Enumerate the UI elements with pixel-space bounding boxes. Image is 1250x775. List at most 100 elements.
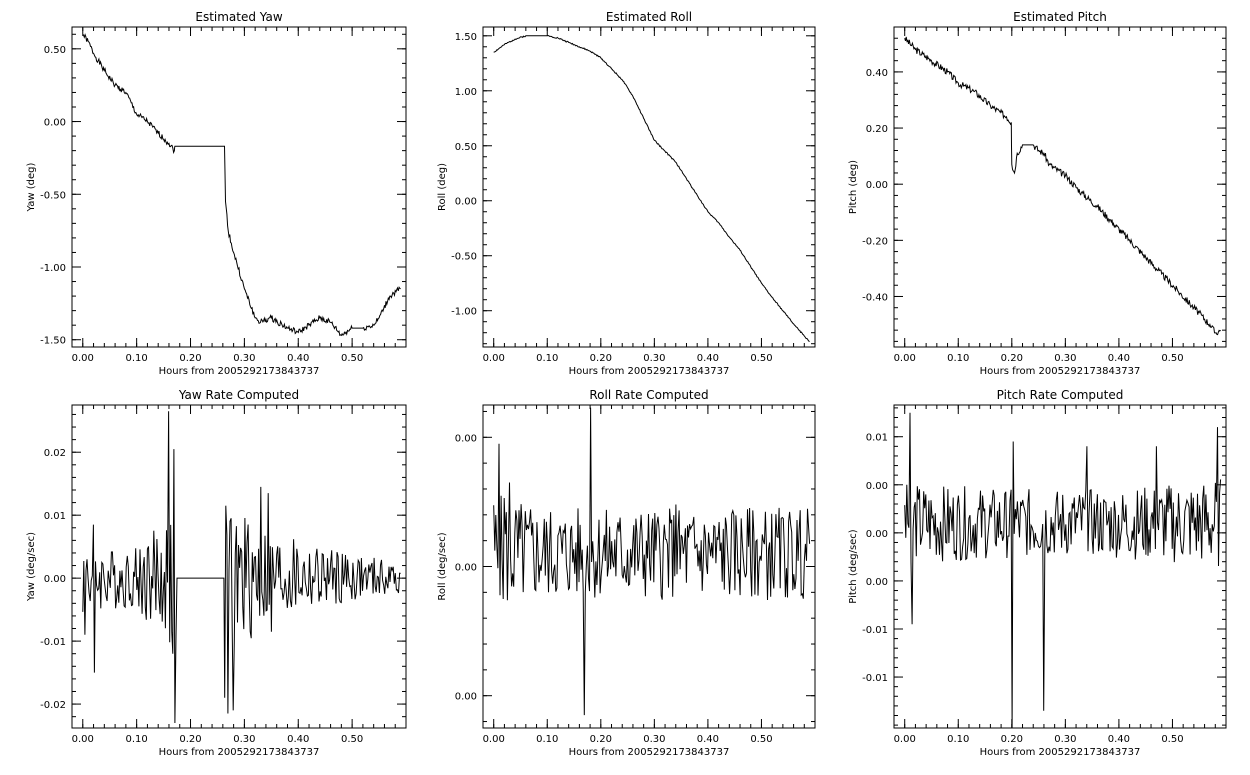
- roll-plot-frame: [482, 26, 816, 348]
- roll-series-line: [493, 34, 810, 342]
- pitch-x-tick-label: 0.00: [894, 353, 916, 364]
- roll-panel: 0.00 0.10 0.20 0.30 0.40 0.50 1.50 1.00 0.50 0.00…: [437, 10, 816, 377]
- pitch-rate-plot-frame: [893, 404, 1227, 729]
- yaw-rate-x-tick-label: 0.20: [179, 734, 201, 745]
- roll-x-tick-label: 0.40: [697, 353, 719, 364]
- roll-rate-series-line: [493, 407, 811, 716]
- yaw-series-line: [82, 33, 401, 337]
- yaw-y-tick-label: -1.50: [40, 336, 66, 347]
- roll-rate-y-tick-label: 0.00: [455, 563, 477, 574]
- roll-x-axis-label: Hours from 2005292173843737: [569, 366, 730, 377]
- pitch-plot-frame: [893, 26, 1227, 348]
- pitch-x-tick-label: 0.50: [1161, 353, 1183, 364]
- roll-rate-chart-title: Roll Rate Computed: [589, 388, 708, 402]
- roll-y-tick-label: 1.00: [455, 87, 477, 98]
- roll-y-tick-label: -1.00: [451, 307, 477, 318]
- pitch-rate-y-tick-label: -0.01: [862, 625, 888, 636]
- pitch-rate-y-tick-label: -0.01: [862, 673, 888, 684]
- yaw-y-tick-label: -1.00: [40, 263, 66, 274]
- roll-chart-title: Estimated Roll: [606, 10, 692, 24]
- pitch-rate-y-tick-label: 0.00: [866, 481, 888, 492]
- roll-x-tick-label: 0.30: [643, 353, 665, 364]
- yaw-rate-x-tick-label: 0.40: [287, 734, 309, 745]
- yaw-rate-x-tick-label: 0.50: [341, 734, 363, 745]
- pitch-x-tick-label: 0.10: [947, 353, 969, 364]
- yaw-rate-x-tick-label: 0.30: [233, 734, 255, 745]
- roll-x-tick-label: 0.20: [590, 353, 612, 364]
- pitch-rate-x-tick-label: 0.10: [947, 734, 969, 745]
- yaw-plot-frame: [71, 26, 407, 348]
- pitch-rate-x-tick-label: 0.50: [1161, 734, 1183, 745]
- roll-y-tick-label: 0.50: [455, 142, 477, 153]
- yaw-x-tick-label: 0.40: [287, 353, 309, 364]
- yaw-x-tick-label: 0.50: [341, 353, 363, 364]
- roll-rate-y-tick-label: 0.00: [455, 692, 477, 703]
- pitch-rate-y-tick-label: 0.00: [866, 529, 888, 540]
- roll-rate-x-tick-label: 0.10: [536, 734, 558, 745]
- yaw-x-tick-label: 0.30: [233, 353, 255, 364]
- pitch-x-axis-label: Hours from 2005292173843737: [980, 366, 1141, 377]
- yaw-rate-x-tick-label: 0.00: [72, 734, 94, 745]
- roll-x-tick-label: 0.10: [536, 353, 558, 364]
- pitch-rate-x-tick-label: 0.40: [1108, 734, 1130, 745]
- roll-rate-x-tick-label: 0.20: [590, 734, 612, 745]
- yaw-y-axis-label: Yaw (deg): [26, 162, 37, 212]
- pitch-y-tick-label: 0.00: [866, 180, 888, 191]
- yaw-rate-series-line: [82, 411, 401, 724]
- yaw-chart-title: Estimated Yaw: [195, 10, 282, 24]
- roll-rate-y-tick-label: 0.00: [455, 433, 477, 444]
- roll-rate-plot-frame: [482, 404, 816, 729]
- roll-rate-x-tick-label: 0.40: [697, 734, 719, 745]
- yaw-rate-x-tick-label: 0.10: [126, 734, 148, 745]
- pitch-rate-y-axis-label: Pitch (deg/sec): [848, 529, 859, 604]
- roll-rate-x-tick-label: 0.00: [483, 734, 505, 745]
- roll-rate-x-tick-label: 0.30: [643, 734, 665, 745]
- roll-y-tick-label: -0.50: [451, 252, 477, 263]
- yaw-x-tick-label: 0.20: [179, 353, 201, 364]
- pitch-rate-x-tick-label: 0.30: [1054, 734, 1076, 745]
- pitch-x-tick-label: 0.30: [1054, 353, 1076, 364]
- yaw-x-axis-label: Hours from 2005292173843737: [159, 366, 320, 377]
- yaw-y-tick-label: 0.00: [44, 118, 66, 129]
- yaw-panel: 0.00 0.10 0.20 0.30 0.40 0.50 0.50 0.00 -0.50 -1.…: [26, 10, 407, 377]
- roll-y-tick-label: 1.50: [455, 32, 477, 43]
- pitch-rate-x-tick-label: 0.00: [894, 734, 916, 745]
- yaw-rate-y-tick-label: 0.02: [44, 448, 66, 459]
- pitch-panel: 0.00 0.10 0.20 0.30 0.40 0.50 0.40 0.20 0.00 -0.2…: [848, 10, 1227, 377]
- pitch-chart-title: Estimated Pitch: [1013, 10, 1107, 24]
- pitch-rate-x-tick-label: 0.20: [1001, 734, 1023, 745]
- yaw-y-tick-label: -0.50: [40, 190, 66, 201]
- pitch-x-tick-label: 0.40: [1108, 353, 1130, 364]
- yaw-rate-y-tick-label: -0.01: [40, 637, 66, 648]
- yaw-y-tick-label: 0.50: [44, 45, 66, 56]
- yaw-rate-chart-title: Yaw Rate Computed: [178, 388, 299, 402]
- pitch-rate-y-tick-label: 0.01: [866, 433, 888, 444]
- yaw-rate-y-tick-label: 0.00: [44, 574, 66, 585]
- yaw-rate-plot-frame: [71, 404, 407, 729]
- roll-y-tick-label: 0.00: [455, 197, 477, 208]
- yaw-rate-y-tick-label: -0.02: [40, 700, 66, 711]
- pitch-y-tick-label: 0.20: [866, 124, 888, 135]
- pitch-y-axis-label: Pitch (deg): [848, 160, 859, 214]
- pitch-y-tick-label: -0.20: [862, 236, 888, 247]
- pitch-series-line: [904, 36, 1221, 336]
- pitch-rate-panel: 0.00 0.10 0.20 0.30 0.40 0.50 0.01 0.00 0.00 0.00…: [848, 388, 1227, 758]
- roll-x-tick-label: 0.50: [750, 353, 772, 364]
- roll-rate-panel: 0.00 0.10 0.20 0.30 0.40 0.50 0.00 0.00 0.00 Roll…: [437, 388, 816, 758]
- pitch-rate-series-line: [904, 412, 1222, 729]
- pitch-y-tick-label: 0.40: [866, 68, 888, 79]
- yaw-rate-y-axis-label: Yaw (deg/sec): [26, 532, 37, 602]
- yaw-rate-y-tick-label: 0.01: [44, 511, 66, 522]
- roll-x-tick-label: 0.00: [483, 353, 505, 364]
- yaw-rate-x-axis-label: Hours from 2005292173843737: [159, 747, 320, 758]
- pitch-rate-y-tick-label: 0.00: [866, 577, 888, 588]
- roll-y-axis-label: Roll (deg): [437, 163, 448, 211]
- pitch-y-tick-label: -0.40: [862, 292, 888, 303]
- yaw-x-tick-label: 0.10: [126, 353, 148, 364]
- pitch-rate-chart-title: Pitch Rate Computed: [997, 388, 1124, 402]
- roll-rate-x-axis-label: Hours from 2005292173843737: [569, 747, 730, 758]
- pitch-x-tick-label: 0.20: [1001, 353, 1023, 364]
- pitch-rate-x-axis-label: Hours from 2005292173843737: [980, 747, 1141, 758]
- yaw-x-tick-label: 0.00: [72, 353, 94, 364]
